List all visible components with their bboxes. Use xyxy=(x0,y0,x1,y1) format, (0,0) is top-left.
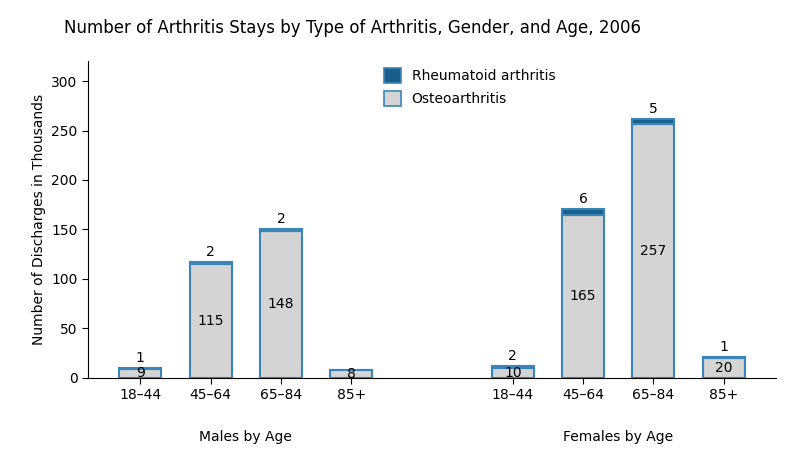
Bar xyxy=(330,370,372,378)
Bar xyxy=(260,229,302,231)
Bar xyxy=(119,368,162,369)
Text: Females by Age: Females by Age xyxy=(563,430,674,444)
Bar xyxy=(492,366,534,368)
Legend: Rheumatoid arthritis, Osteoarthritis: Rheumatoid arthritis, Osteoarthritis xyxy=(384,68,555,106)
Bar xyxy=(190,262,232,264)
Bar xyxy=(492,368,534,378)
Bar xyxy=(260,231,302,378)
Text: 10: 10 xyxy=(504,366,522,379)
Y-axis label: Number of Discharges in Thousands: Number of Discharges in Thousands xyxy=(32,94,46,345)
Bar xyxy=(632,124,674,378)
Bar xyxy=(562,209,604,215)
Text: Number of Arthritis Stays by Type of Arthritis, Gender, and Age, 2006: Number of Arthritis Stays by Type of Art… xyxy=(64,19,641,37)
Bar xyxy=(702,357,745,358)
Text: 1: 1 xyxy=(136,351,145,365)
Text: 2: 2 xyxy=(509,349,517,363)
Text: 257: 257 xyxy=(640,244,666,258)
Text: 5: 5 xyxy=(649,101,658,116)
Text: 115: 115 xyxy=(198,314,224,328)
Text: Males by Age: Males by Age xyxy=(199,430,292,444)
Text: 6: 6 xyxy=(578,192,587,206)
Bar xyxy=(562,215,604,378)
Text: 20: 20 xyxy=(715,361,732,375)
Bar xyxy=(702,358,745,378)
Bar xyxy=(190,264,232,378)
Text: 2: 2 xyxy=(206,245,215,259)
Text: 9: 9 xyxy=(136,366,145,380)
Text: 165: 165 xyxy=(570,289,596,303)
Bar xyxy=(119,369,162,378)
Text: 2: 2 xyxy=(277,212,286,227)
Text: 1: 1 xyxy=(719,340,728,354)
Bar xyxy=(632,118,674,124)
Text: 148: 148 xyxy=(268,297,294,312)
Text: 8: 8 xyxy=(346,367,356,380)
